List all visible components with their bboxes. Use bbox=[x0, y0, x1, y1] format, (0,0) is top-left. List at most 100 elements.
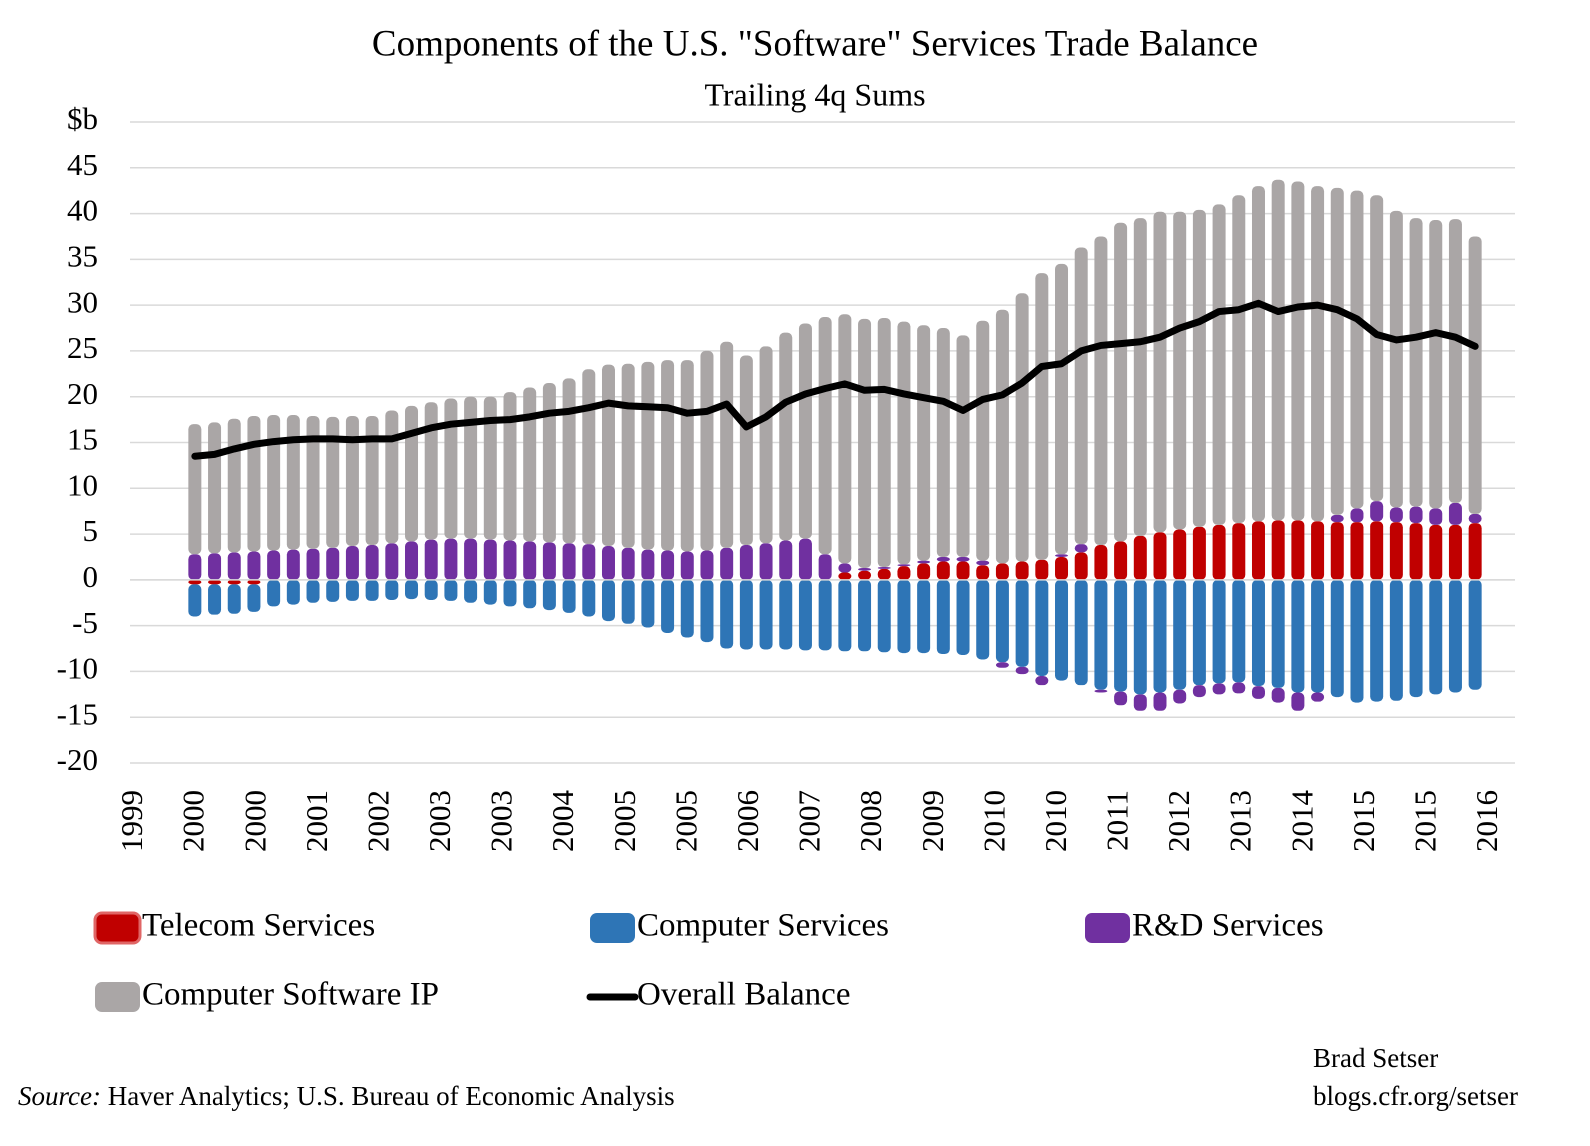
x-tick-label: 2013 bbox=[1223, 790, 1258, 852]
bar-segment bbox=[1232, 682, 1246, 694]
bar-segment bbox=[1153, 579, 1167, 693]
bar-segment bbox=[1350, 522, 1364, 580]
x-tick-label: 2000 bbox=[237, 790, 272, 852]
bar-segment bbox=[956, 556, 970, 562]
x-tick-label: 2015 bbox=[1408, 790, 1443, 852]
bar-segment bbox=[1330, 514, 1344, 523]
bar-segment bbox=[1389, 579, 1403, 701]
bar-segment bbox=[917, 560, 931, 564]
bar-segment bbox=[1311, 186, 1325, 522]
bar-segment bbox=[326, 416, 340, 548]
bar-segment bbox=[1015, 666, 1029, 675]
bar-segment bbox=[208, 579, 222, 585]
bar-segment bbox=[1055, 556, 1069, 580]
bar-segment bbox=[1133, 694, 1147, 711]
bar-segment bbox=[345, 579, 359, 601]
bar-segment bbox=[995, 563, 1009, 580]
bar-segment bbox=[365, 579, 379, 601]
x-tick-label: 2004 bbox=[545, 790, 580, 853]
bar-segment bbox=[208, 553, 222, 580]
x-tick-label: 2002 bbox=[360, 790, 395, 852]
bar-segment bbox=[1133, 579, 1147, 695]
bar-segment bbox=[956, 335, 970, 557]
bar-segment bbox=[227, 584, 241, 614]
bar-segment bbox=[247, 551, 261, 580]
bar-segment bbox=[1291, 181, 1305, 521]
bar-segment bbox=[227, 579, 241, 585]
bar-segment bbox=[405, 579, 419, 600]
bar-segment bbox=[582, 579, 596, 617]
legend-swatch bbox=[590, 913, 635, 943]
line-series bbox=[191, 299, 1479, 460]
bar-segment bbox=[759, 579, 773, 650]
bar-segment bbox=[1094, 689, 1108, 693]
y-tick-label: 45 bbox=[67, 147, 98, 182]
bar-segment bbox=[877, 317, 891, 568]
bar-segment bbox=[1271, 687, 1285, 703]
bar-segment bbox=[661, 579, 675, 633]
bar-segment bbox=[1035, 579, 1049, 677]
bar-segment bbox=[1232, 195, 1246, 524]
bar-segment bbox=[1173, 689, 1187, 704]
bar-segment bbox=[1212, 579, 1226, 684]
bar-segment bbox=[1448, 219, 1462, 503]
bar-segment bbox=[897, 566, 911, 580]
bar-segment bbox=[424, 579, 438, 601]
bar-segment bbox=[641, 361, 655, 550]
bar-segment bbox=[1311, 692, 1325, 702]
bar-segment bbox=[306, 579, 320, 603]
bar-segment bbox=[483, 396, 497, 540]
bar-segment bbox=[720, 341, 734, 548]
bar-segment bbox=[1429, 524, 1443, 580]
legend-swatch bbox=[93, 911, 142, 945]
bar-segment bbox=[1133, 218, 1147, 536]
bar-segment bbox=[936, 561, 950, 580]
bar-segment bbox=[365, 545, 379, 580]
bar-segment bbox=[700, 350, 714, 551]
bar-segment bbox=[1192, 579, 1206, 686]
bar-segment bbox=[680, 360, 694, 552]
x-tick-label: 2001 bbox=[299, 790, 334, 852]
bar-segment bbox=[1409, 218, 1423, 507]
y-tick-label: -15 bbox=[57, 696, 98, 731]
bar-segment bbox=[818, 554, 832, 580]
bar-segment bbox=[424, 539, 438, 580]
x-tick-label: 2003 bbox=[484, 790, 519, 852]
bar-segment bbox=[503, 540, 517, 580]
bar-segment bbox=[306, 548, 320, 580]
bar-segment bbox=[208, 422, 222, 554]
bar-segment bbox=[877, 568, 891, 580]
bar-segment bbox=[700, 579, 714, 643]
bar-segment bbox=[1173, 529, 1187, 580]
bar-segment bbox=[838, 314, 852, 564]
bar-segment bbox=[483, 539, 497, 580]
bar-segment bbox=[917, 579, 931, 654]
bar-segment bbox=[188, 584, 202, 617]
bar-segment bbox=[582, 544, 596, 580]
x-tick-label: 1999 bbox=[114, 790, 149, 852]
bar-segment bbox=[1074, 552, 1088, 580]
bar-segment bbox=[1429, 219, 1443, 509]
bar-segment bbox=[267, 550, 281, 580]
y-tick-label: 40 bbox=[67, 193, 98, 228]
bar-segment bbox=[1429, 508, 1443, 525]
bar-segment bbox=[483, 579, 497, 605]
bar-segment bbox=[188, 424, 202, 555]
bar-segment bbox=[1094, 579, 1108, 690]
bar-segment bbox=[1114, 222, 1128, 542]
bar-segment bbox=[936, 579, 950, 655]
bar-segment bbox=[858, 579, 872, 652]
bar-segment bbox=[700, 550, 714, 580]
y-tick-label: $b bbox=[67, 101, 98, 136]
bar-segment bbox=[385, 579, 399, 601]
bar-segment bbox=[1389, 210, 1403, 508]
bar-segment bbox=[1330, 579, 1344, 698]
bar-segment bbox=[1153, 211, 1167, 533]
bar-segment bbox=[956, 561, 970, 580]
bar-segment bbox=[601, 364, 615, 546]
bar-segment bbox=[1389, 522, 1403, 580]
bar-segment bbox=[1468, 523, 1482, 580]
bar-segment bbox=[562, 378, 576, 544]
bar-segment bbox=[877, 579, 891, 653]
x-tick-label: 2006 bbox=[730, 790, 765, 852]
